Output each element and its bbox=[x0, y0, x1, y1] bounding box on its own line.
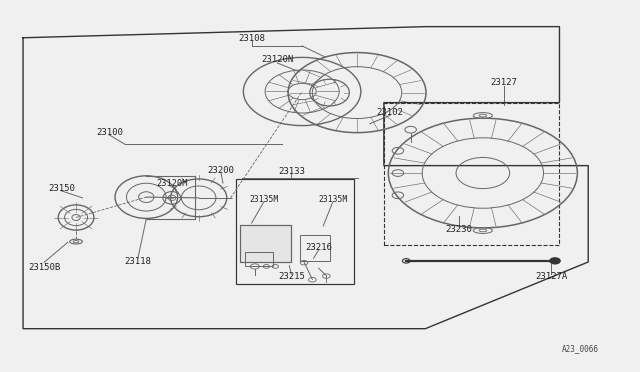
Text: 23133: 23133 bbox=[278, 167, 305, 176]
Bar bbox=[236, 179, 354, 284]
Bar bbox=[240, 225, 291, 262]
Text: 23135M: 23135M bbox=[249, 195, 278, 204]
Text: 23120M: 23120M bbox=[156, 179, 188, 187]
Bar bbox=[300, 235, 330, 261]
Text: 23150B: 23150B bbox=[28, 263, 60, 272]
Text: 23135M: 23135M bbox=[318, 195, 348, 204]
Text: 23108: 23108 bbox=[238, 34, 265, 43]
Text: 23127A: 23127A bbox=[535, 272, 567, 281]
Text: 23216: 23216 bbox=[305, 243, 332, 251]
Bar bbox=[240, 225, 291, 262]
Text: 23215: 23215 bbox=[278, 272, 305, 281]
Text: 23100: 23100 bbox=[96, 128, 123, 137]
Circle shape bbox=[550, 258, 560, 264]
Text: 23118: 23118 bbox=[125, 257, 152, 266]
Text: 23230: 23230 bbox=[446, 225, 473, 234]
Text: 23127: 23127 bbox=[490, 78, 517, 87]
Text: A23_0066: A23_0066 bbox=[562, 344, 599, 353]
Bar bbox=[244, 251, 273, 266]
Text: 23102: 23102 bbox=[377, 108, 404, 117]
Text: 23200: 23200 bbox=[207, 166, 234, 175]
Text: 23120N: 23120N bbox=[261, 55, 293, 64]
Bar bbox=[384, 103, 559, 245]
Text: 23150: 23150 bbox=[48, 184, 75, 193]
